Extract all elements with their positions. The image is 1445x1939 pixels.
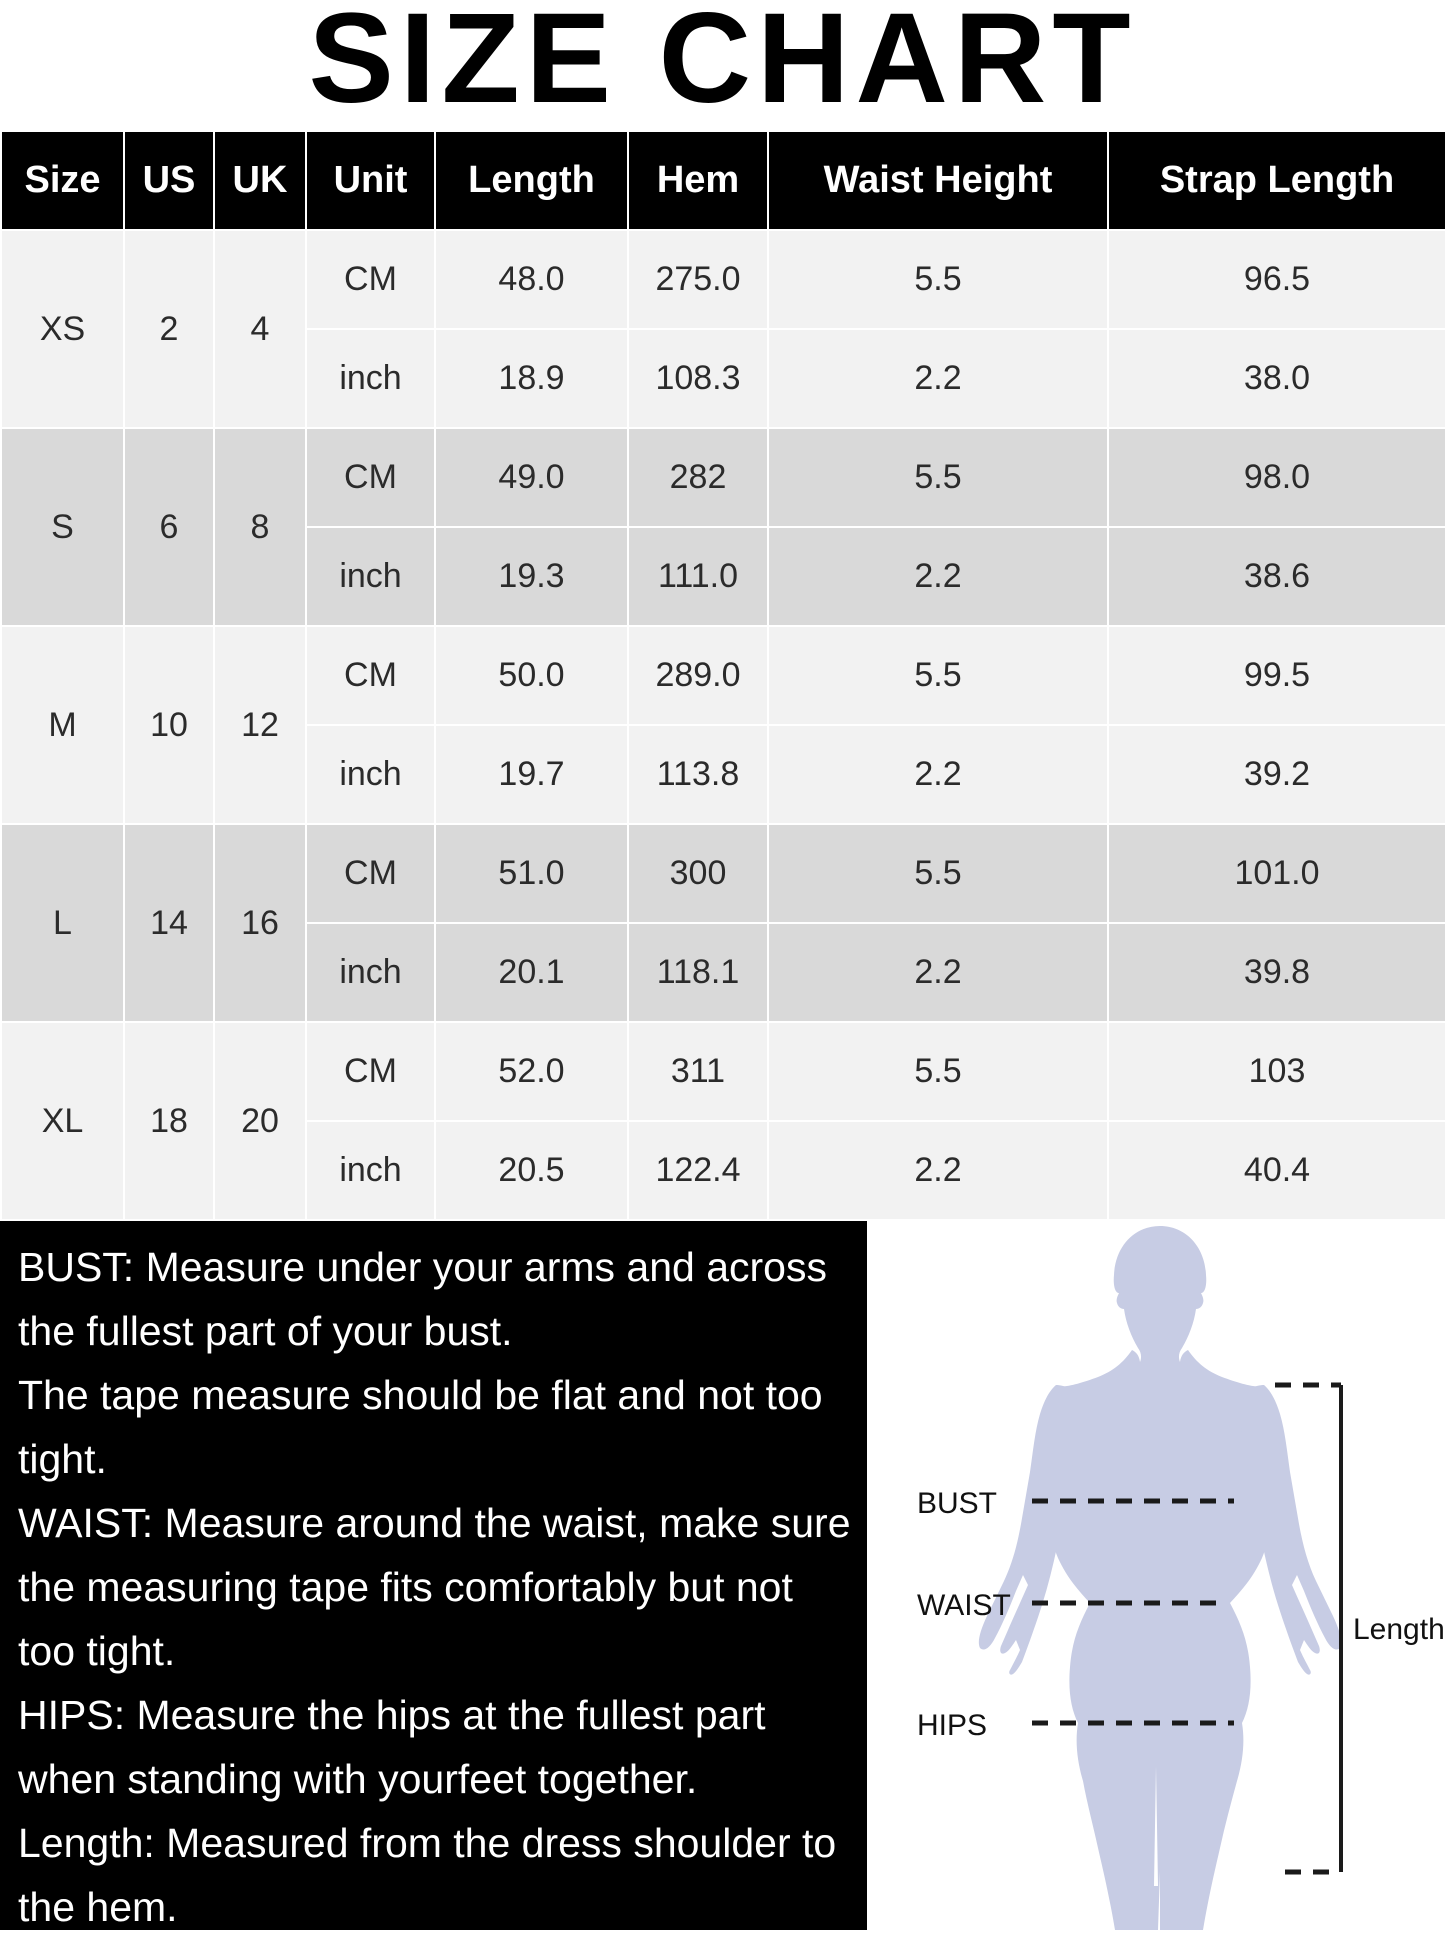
svg-text:BUST: BUST <box>917 1487 997 1520</box>
svg-text:WAIST: WAIST <box>917 1589 1011 1622</box>
svg-text:Length: Length <box>1353 1613 1445 1646</box>
svg-text:HIPS: HIPS <box>917 1709 987 1742</box>
